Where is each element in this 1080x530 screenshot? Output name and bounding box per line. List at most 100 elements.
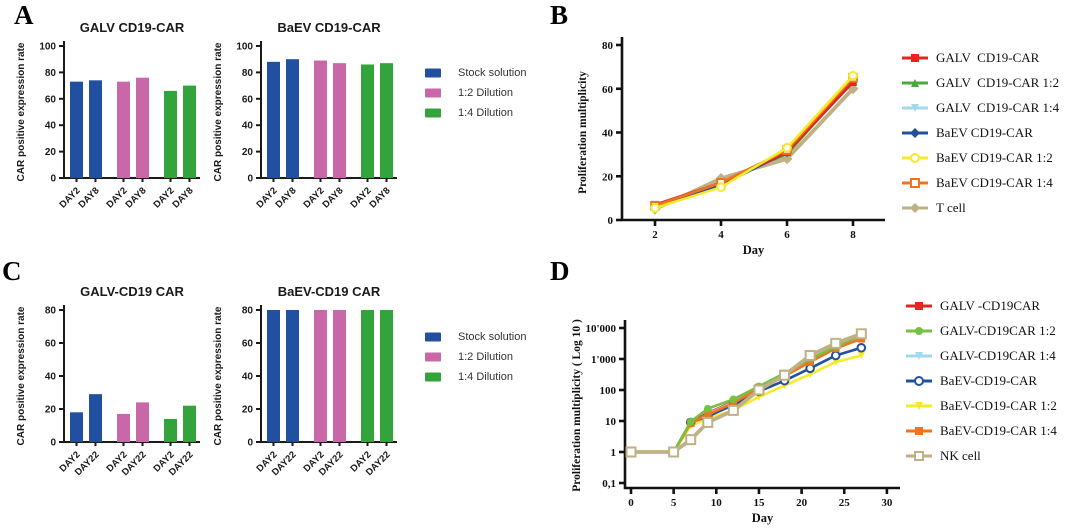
svg-text:10: 10 (605, 416, 617, 428)
svg-text:0: 0 (50, 438, 56, 449)
legend-item: GALV CD19-CAR (902, 50, 1059, 66)
legend-item: NK cell (906, 448, 1057, 464)
svg-text:30: 30 (881, 497, 893, 509)
svg-text:80: 80 (242, 306, 254, 317)
legend-item: BaEV-CD19-CAR 1:4 (906, 423, 1057, 439)
chart-svg: Proliferation multiplicity ( Log 10 ) 10'… (571, 319, 900, 525)
svg-text:DAY8: DAY8 (171, 185, 196, 210)
y-axis-label: CAR positive expression rate (16, 42, 27, 181)
svg-text:DAY8: DAY8 (124, 185, 149, 210)
legend-item: 1:2 Dilution (424, 86, 526, 100)
svg-text:DAY2: DAY2 (105, 185, 130, 210)
color-swatch-icon (425, 332, 441, 342)
svg-text:80: 80 (45, 68, 57, 79)
legend-item-label: BaEV-CD19-CAR 1:4 (940, 423, 1057, 438)
svg-text:DAY2: DAY2 (349, 185, 374, 210)
chart-svg: GALV-CD19 CAR CAR positive expression rat… (16, 284, 200, 478)
y-axis-label: Proliferation multiplicity (577, 71, 589, 194)
triangle-down-marker-icon (906, 402, 932, 410)
square-marker-icon (902, 178, 928, 188)
svg-text:DAY8: DAY8 (368, 185, 393, 210)
svg-text:60: 60 (45, 94, 57, 105)
line-chart-t-cell-proliferation: Proliferation multiplicity 0 20 40 60 80 2 4 6 8 D… (572, 30, 890, 280)
triangle-down-marker-icon (906, 352, 932, 360)
legend-panel-a: Stock solution 1:2 Dilution 1:4 Dilution (424, 66, 526, 126)
svg-text:DAY8: DAY8 (274, 185, 299, 210)
circle-marker-icon (906, 327, 932, 335)
y-axis-label: CAR positive expression rate (213, 42, 224, 181)
chart-svg: Proliferation multiplicity 0 20 40 60 80 2 4 6 8 D… (577, 37, 885, 257)
svg-text:100: 100 (39, 42, 56, 53)
square-marker-icon (902, 54, 928, 62)
legend-item: GALV-CD19CAR 1:2 (906, 323, 1057, 339)
svg-text:25: 25 (839, 497, 851, 509)
legend-item-label: BaEV-CD19-CAR 1:2 (940, 398, 1057, 413)
svg-text:10: 10 (711, 497, 723, 509)
legend-item: GALV CD19-CAR 1:2 (902, 75, 1059, 91)
chart-title: BaEV CD19-CAR (277, 20, 381, 35)
legend-panel-b: GALV CD19-CAR GALV CD19-CAR 1:2 GALV CD19-… (902, 50, 1059, 225)
chart-title: BaEV-CD19 CAR (278, 284, 381, 299)
legend-item-label: BaEV-CD19-CAR (940, 373, 1038, 388)
legend-item: GALV -CD19CAR (906, 298, 1057, 314)
square-marker-icon (906, 427, 932, 435)
legend-item: BaEV-CD19-CAR (906, 373, 1057, 389)
svg-text:DAY2: DAY2 (58, 185, 83, 210)
svg-text:8: 8 (850, 229, 856, 241)
legend-panel-d: GALV -CD19CAR GALV-CD19CAR 1:2 GALV-CD19CA… (906, 298, 1057, 473)
svg-text:100: 100 (236, 42, 253, 53)
diamond-marker-icon (902, 203, 928, 213)
svg-text:DAY8: DAY8 (321, 185, 346, 210)
circle-marker-icon (906, 376, 932, 386)
svg-text:40: 40 (242, 121, 254, 132)
panel-a-label: A (14, 0, 34, 30)
legend-item-label: GALV CD19-CAR (936, 50, 1040, 65)
diamond-marker-icon (902, 128, 928, 138)
color-swatch-icon (425, 372, 441, 382)
x-axis-label: Day (752, 511, 774, 525)
legend-item-label: BaEV CD19-CAR 1:4 (936, 175, 1053, 190)
triangle-marker-icon (902, 79, 928, 87)
svg-text:0: 0 (50, 174, 56, 185)
svg-text:20: 20 (242, 405, 254, 416)
svg-text:DAY2: DAY2 (302, 185, 327, 210)
legend-item: BaEV CD19-CAR 1:2 (902, 150, 1059, 166)
panel-d-label: D (550, 256, 570, 286)
color-swatch-icon (425, 108, 441, 118)
legend-panel-c: Stock solution 1:2 Dilution 1:4 Dilution (424, 330, 526, 390)
svg-text:1: 1 (611, 447, 617, 459)
legend-item-label: Stock solution (458, 67, 527, 79)
color-swatch-icon (425, 352, 441, 362)
svg-text:4: 4 (718, 229, 724, 241)
legend-item-label: GALV-CD19CAR 1:4 (940, 348, 1056, 363)
svg-text:0: 0 (628, 497, 634, 509)
x-axis-label: Day (743, 243, 765, 257)
triangle-down-marker-icon (902, 104, 928, 112)
svg-text:100: 100 (600, 385, 617, 397)
line-chart-nk-cell-proliferation: Proliferation multiplicity ( Log 10 ) 10'… (567, 295, 907, 530)
color-swatch-icon (425, 88, 441, 98)
legend-item: BaEV CD19-CAR (902, 125, 1059, 141)
bar-chart-galv-cd19-car-nk: GALV-CD19 CAR CAR positive expression rat… (12, 280, 208, 500)
svg-text:40: 40 (242, 372, 254, 383)
svg-text:80: 80 (45, 306, 57, 317)
bar-chart-baev-cd19-car: BaEV CD19-CAR CAR positive expression rat… (209, 16, 405, 236)
bar-chart-baev-cd19-car-nk: BaEV-CD19 CAR CAR positive expression rat… (209, 280, 405, 500)
legend-item-label: BaEV CD19-CAR 1:2 (936, 150, 1053, 165)
legend-item: 1:4 Dilution (424, 370, 526, 384)
svg-text:20: 20 (45, 147, 57, 158)
legend-item: Stock solution (424, 66, 526, 80)
square-marker-icon (906, 302, 932, 310)
legend-item: BaEV-CD19-CAR 1:2 (906, 398, 1057, 414)
svg-text:60: 60 (242, 339, 254, 350)
svg-text:0,1: 0,1 (602, 478, 616, 490)
legend-item-label: 1:4 Dilution (458, 371, 514, 383)
svg-text:80: 80 (602, 40, 614, 52)
square-marker-icon (906, 451, 932, 461)
svg-text:DAY2: DAY2 (255, 185, 280, 210)
svg-text:DAY8: DAY8 (77, 185, 102, 210)
legend-item-label: 1:4 Dilution (458, 107, 514, 119)
svg-text:10'000: 10'000 (585, 323, 616, 335)
legend-item-label: NK cell (940, 448, 981, 463)
